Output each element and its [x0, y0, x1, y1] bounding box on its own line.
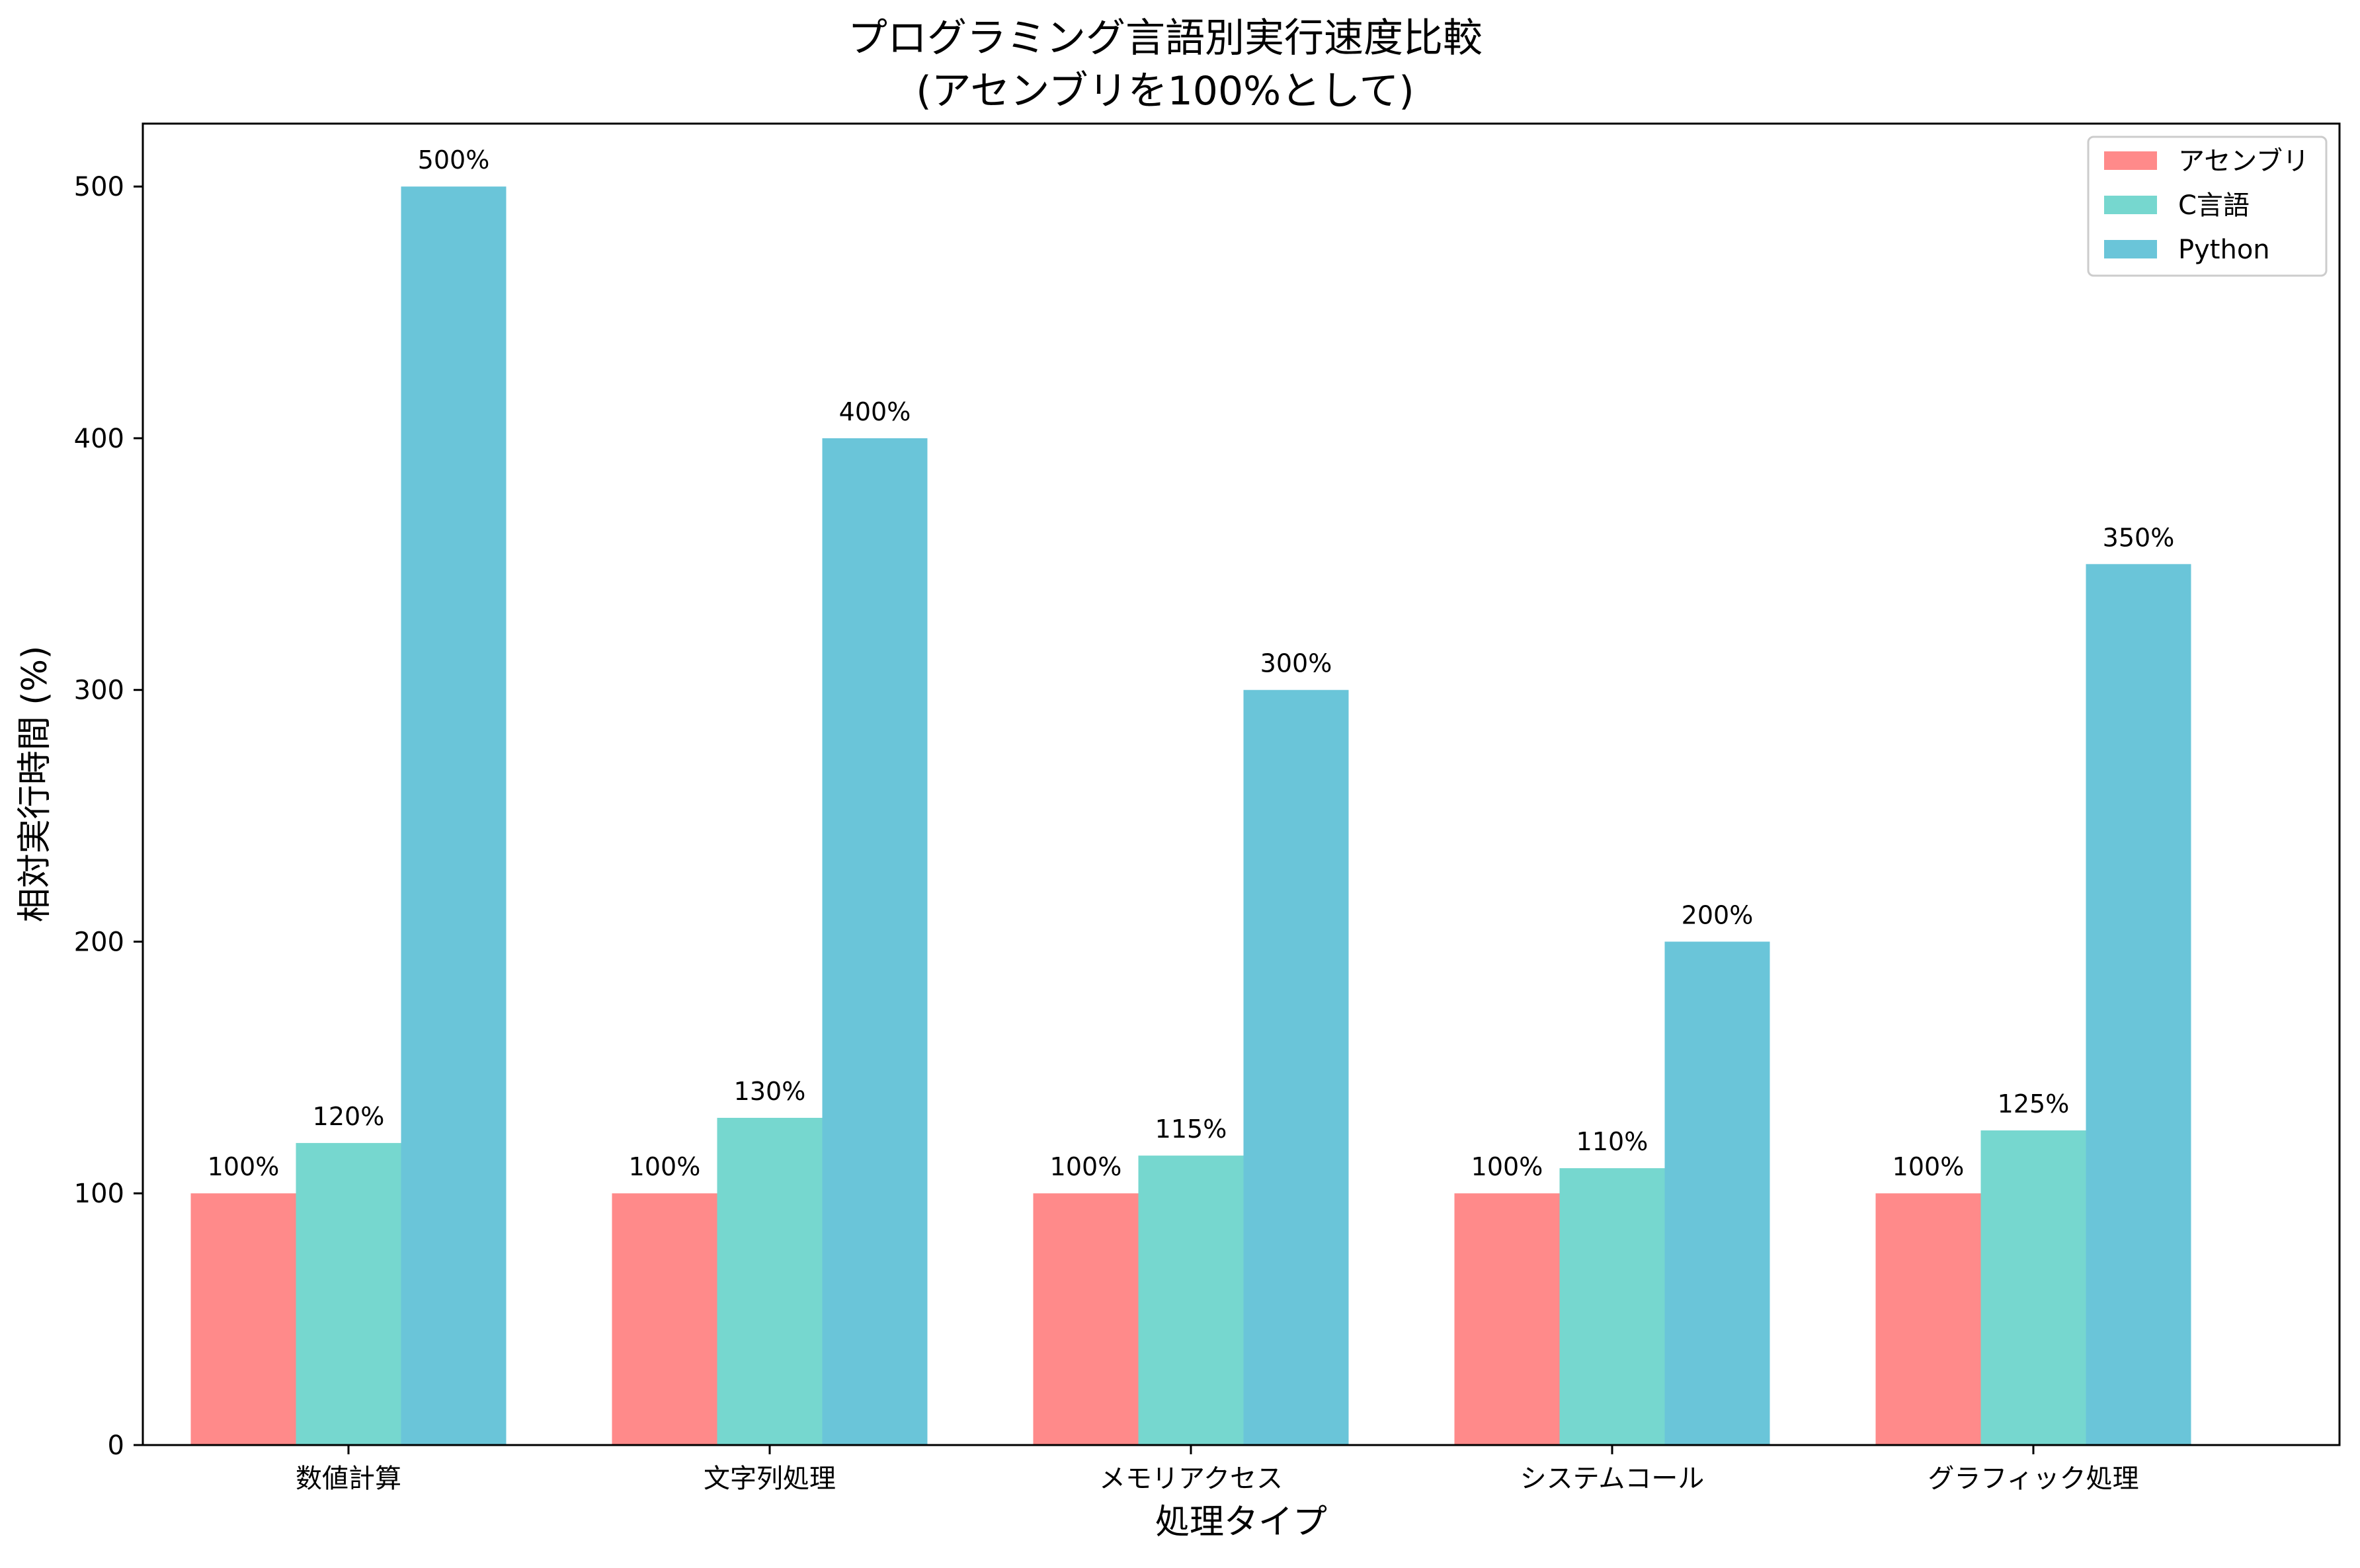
data-label-2-3: 115% [1155, 1115, 1227, 1144]
data-label-3-5: 350% [2103, 523, 2175, 552]
bar-3-4 [1664, 941, 1770, 1445]
bar-3-3 [1243, 689, 1349, 1445]
data-labels-layer: 100% 120% 500% 100% 130% 400% 100% 115% 300% 100%… [208, 145, 2175, 1181]
bar-1-2 [612, 1193, 717, 1445]
bar-1-3 [1033, 1193, 1139, 1445]
x-tick-label-3: メモリアクセス [1099, 1464, 1283, 1494]
data-label-1-3: 100% [1050, 1152, 1122, 1181]
data-label-3-4: 200% [1682, 900, 1754, 929]
y-axis-title: 相対実行時間 (%) [15, 646, 55, 923]
y-tick-label-500: 500 [74, 172, 124, 202]
data-label-3-1: 500% [418, 145, 490, 175]
chart-title-line2: (アセンブリを100%として) [916, 68, 1414, 114]
legend-label-3: Python [2178, 235, 2270, 265]
data-label-2-1: 120% [313, 1102, 385, 1131]
data-label-1-4: 100% [1471, 1152, 1543, 1181]
plot-frame [142, 122, 2341, 1446]
legend-label-2: C言語 [2178, 190, 2250, 221]
y-tick-label-200: 200 [74, 927, 124, 957]
bar-2-2 [717, 1118, 823, 1445]
bar-2-1 [296, 1143, 401, 1445]
chart-title-line1: プログラミング言語別実行速度比較 [848, 15, 1483, 61]
data-label-2-4: 110% [1576, 1127, 1648, 1156]
bar-1-4 [1454, 1193, 1560, 1445]
y-tick-label-100: 100 [74, 1179, 124, 1209]
bar-3-1 [401, 186, 507, 1446]
bar-3-2 [822, 438, 928, 1445]
y-tick-label-0: 0 [108, 1431, 124, 1461]
legend-swatch-1 [2104, 151, 2157, 170]
data-label-1-2: 100% [629, 1152, 701, 1181]
bars-layer [190, 186, 2191, 1446]
axes-layer: 数値計算 文字列処理 メモリアクセス システムコール グラフィック処理 0 100 200 30… [74, 172, 2139, 1494]
y-tick-label-400: 400 [74, 424, 124, 454]
legend-swatch-3 [2104, 240, 2157, 258]
x-tick-label-2: 文字列処理 [704, 1464, 836, 1494]
legend-label-1: アセンブリ [2178, 146, 2309, 176]
bar-2-5 [1980, 1130, 2086, 1445]
bar-2-4 [1559, 1168, 1665, 1445]
data-label-2-5: 125% [1998, 1089, 2070, 1118]
x-tick-label-4: システムコール [1520, 1464, 1705, 1494]
data-label-3-2: 400% [839, 397, 911, 426]
y-tick-label-300: 300 [74, 676, 124, 706]
data-label-1-1: 100% [208, 1152, 280, 1181]
bar-1-5 [1875, 1193, 1981, 1445]
x-tick-label-5: グラフィック処理 [1928, 1464, 2138, 1494]
data-label-3-3: 300% [1260, 649, 1332, 678]
bar-3-5 [2086, 564, 2191, 1446]
x-axis-title: 処理タイプ [1155, 1503, 1327, 1542]
bar-2-3 [1138, 1156, 1244, 1445]
legend-swatch-2 [2104, 196, 2157, 214]
legend: アセンブリ C言語 Python [2087, 136, 2328, 277]
data-label-2-2: 130% [734, 1077, 806, 1106]
x-tick-label-1: 数値計算 [296, 1464, 401, 1494]
bar-1-1 [190, 1193, 296, 1445]
data-label-1-5: 100% [1892, 1152, 1965, 1181]
